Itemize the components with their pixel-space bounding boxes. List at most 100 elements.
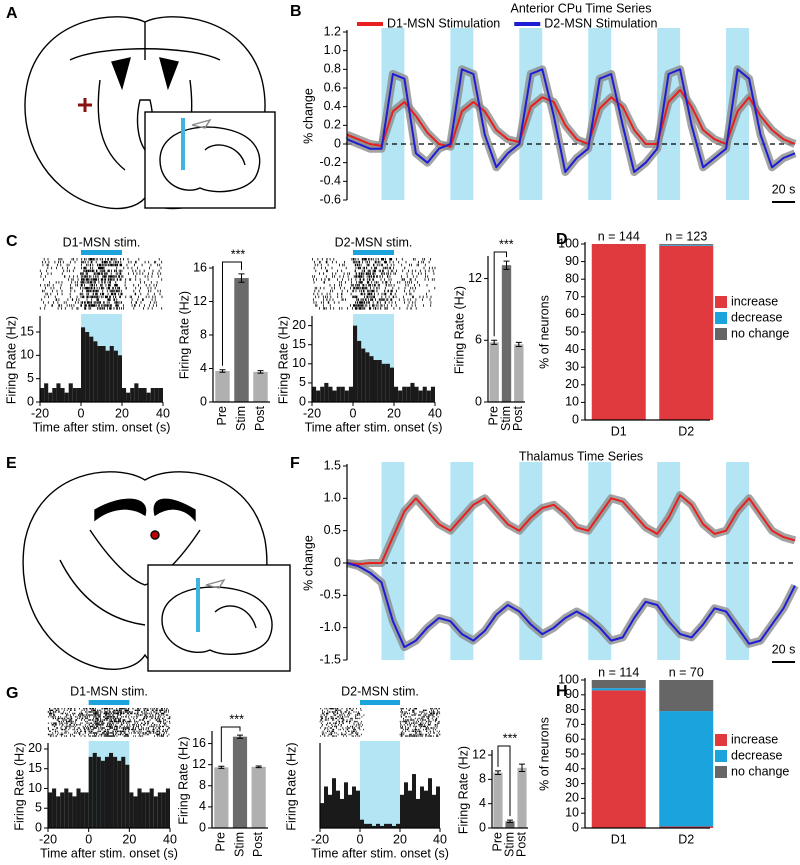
error-bar bbox=[519, 763, 525, 772]
bar-annotation: n = 144 bbox=[598, 229, 640, 243]
y-tick-label: -0.4 bbox=[319, 174, 341, 188]
panel-label: A bbox=[6, 5, 18, 22]
stim-indicator bbox=[353, 250, 394, 255]
bar bbox=[396, 823, 400, 828]
y-tick-label: 10 bbox=[565, 805, 579, 819]
bar bbox=[149, 788, 154, 828]
bar bbox=[52, 388, 57, 402]
stim-indicator bbox=[81, 250, 122, 255]
legend-label: increase bbox=[731, 294, 778, 308]
scale-bar-label: 20 s bbox=[772, 182, 796, 196]
y-tick-label: 1.0 bbox=[324, 491, 341, 505]
bar bbox=[352, 786, 356, 828]
y-tick-label: 20 bbox=[565, 791, 579, 805]
y-axis-label: % of neurons bbox=[537, 717, 551, 791]
y-axis-label: Firing Rate (Hz) bbox=[176, 736, 190, 824]
x-axis-label: Time after stim. onset (s) bbox=[40, 846, 178, 860]
y-tick-label: 0.2 bbox=[324, 118, 341, 132]
y-tick-label: 8 bbox=[199, 778, 206, 792]
y-axis-label: Firing Rate (Hz) bbox=[4, 316, 18, 404]
bar bbox=[234, 278, 249, 402]
chart-title: D1-MSN stim. bbox=[63, 235, 141, 249]
y-tick-label: 6 bbox=[475, 333, 482, 347]
panel-label: H bbox=[556, 683, 568, 700]
bar bbox=[56, 383, 61, 402]
x-tick-label: 0 bbox=[357, 832, 364, 846]
bar bbox=[121, 756, 126, 828]
bar bbox=[122, 388, 127, 402]
bar bbox=[161, 792, 166, 828]
y-tick-label: 12 bbox=[472, 747, 486, 761]
legend-label: D1-MSN Stimulation bbox=[387, 16, 500, 30]
y-tick-label: 20 bbox=[565, 377, 579, 391]
bar bbox=[215, 371, 230, 402]
bar bbox=[336, 790, 340, 828]
bar-segment bbox=[659, 826, 714, 828]
error-bar bbox=[507, 819, 513, 824]
y-tick-label: 40 bbox=[565, 761, 579, 775]
y-tick-label: 4 bbox=[200, 361, 207, 375]
y-axis-label: % of neurons bbox=[537, 295, 551, 369]
thalamus-outline bbox=[59, 529, 201, 626]
y-tick-label: 1.2 bbox=[324, 24, 341, 38]
bar bbox=[324, 382, 329, 402]
bar bbox=[129, 792, 134, 828]
bar-segment bbox=[659, 711, 714, 827]
bar bbox=[113, 350, 118, 402]
y-tick-label: 5 bbox=[35, 801, 42, 815]
significance-label: *** bbox=[499, 237, 514, 251]
y-tick-label: 30 bbox=[565, 359, 579, 373]
bar bbox=[158, 388, 163, 402]
error-bar bbox=[491, 339, 498, 345]
series-line bbox=[346, 68, 796, 173]
bar bbox=[381, 363, 386, 402]
legend-label: no change bbox=[731, 326, 789, 340]
bar bbox=[514, 344, 524, 402]
bar bbox=[232, 736, 248, 828]
x-tick-label: -20 bbox=[311, 832, 329, 846]
bar bbox=[68, 792, 73, 828]
x-axis-label: Time after stim. onset (s) bbox=[33, 420, 171, 434]
y-tick-label: 50 bbox=[565, 746, 579, 760]
brain-diagram bbox=[22, 471, 291, 672]
bar bbox=[117, 355, 122, 402]
bar bbox=[418, 390, 423, 402]
bar bbox=[80, 792, 85, 828]
bar bbox=[48, 792, 53, 828]
bar bbox=[76, 788, 81, 828]
bar bbox=[101, 346, 106, 402]
bar bbox=[400, 794, 404, 828]
bar bbox=[388, 823, 392, 828]
x-tick-label: 40 bbox=[428, 406, 442, 420]
x-tick-label: Pre bbox=[214, 832, 228, 852]
bar bbox=[141, 792, 146, 828]
bar bbox=[142, 388, 147, 402]
y-tick-label: 8 bbox=[479, 772, 486, 786]
bar bbox=[410, 382, 415, 402]
bar bbox=[88, 756, 93, 828]
y-tick-label: 0 bbox=[299, 394, 306, 408]
bar bbox=[64, 788, 69, 828]
error-bar bbox=[218, 765, 225, 769]
bar bbox=[360, 819, 364, 828]
bar bbox=[416, 798, 420, 828]
bar bbox=[134, 383, 139, 402]
bar bbox=[332, 390, 337, 402]
y-tick-label: 16 bbox=[193, 260, 207, 274]
bar bbox=[113, 756, 118, 828]
bar bbox=[493, 772, 503, 828]
bar bbox=[328, 386, 333, 402]
panel-label: E bbox=[6, 455, 17, 472]
bar bbox=[68, 383, 73, 402]
error-bar bbox=[495, 770, 501, 775]
significance-label: *** bbox=[231, 247, 246, 261]
x-tick-label: Post bbox=[514, 831, 528, 857]
x-tick-label: 40 bbox=[433, 832, 447, 846]
y-tick-label: 0 bbox=[35, 820, 42, 834]
bar bbox=[372, 825, 376, 828]
bar bbox=[420, 786, 424, 828]
bar bbox=[373, 360, 378, 402]
bar-annotation: n = 70 bbox=[669, 665, 704, 679]
y-tick-label: 0 bbox=[572, 412, 579, 426]
series-line bbox=[346, 494, 796, 566]
